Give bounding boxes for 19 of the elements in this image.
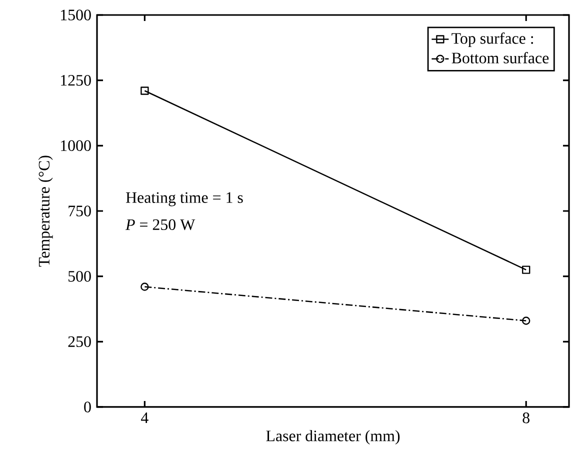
point — [522, 316, 530, 325]
y-tick-label: 750 — [68, 206, 91, 216]
point — [140, 282, 149, 291]
y-tick-label: 0 — [84, 402, 91, 412]
y-axis-title: Temperature (°C) — [38, 156, 53, 267]
legend-label: Top surface : — [452, 32, 534, 48]
point — [140, 86, 149, 95]
legend-label: Bottom surface — [452, 52, 549, 64]
x-axis-title: Laser diameter (mm) — [266, 430, 400, 445]
annotation: P = 250 W — [125, 219, 196, 230]
point — [522, 266, 530, 274]
x-tick-label: 4 — [141, 412, 148, 423]
x-tick-label: 8 — [522, 412, 530, 424]
y-tick-label: 250 — [68, 336, 91, 348]
y-tick-label: 1000 — [61, 140, 91, 152]
y-tick-label: 1250 — [61, 74, 91, 86]
y-tick-label: 1500 — [61, 10, 91, 20]
y-tick-label: 500 — [68, 270, 91, 282]
annotation: Heating time = 1 s — [126, 192, 243, 206]
